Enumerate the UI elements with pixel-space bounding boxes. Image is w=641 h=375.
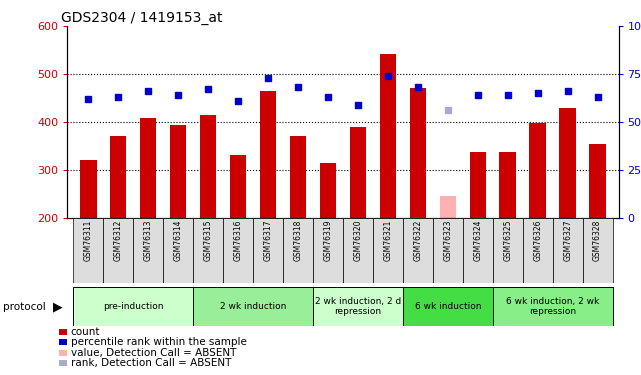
Bar bbox=[410, 88, 426, 218]
Text: 6 wk induction, 2 wk
repression: 6 wk induction, 2 wk repression bbox=[506, 297, 599, 316]
Bar bbox=[583, 217, 613, 283]
Text: GSM76322: GSM76322 bbox=[413, 219, 422, 261]
Text: GSM76327: GSM76327 bbox=[563, 219, 572, 261]
Text: 2 wk induction: 2 wk induction bbox=[220, 302, 287, 311]
Text: GSM76313: GSM76313 bbox=[144, 219, 153, 261]
Bar bbox=[373, 217, 403, 283]
Text: GSM76325: GSM76325 bbox=[503, 219, 512, 261]
Bar bbox=[290, 136, 306, 218]
Bar bbox=[403, 287, 493, 326]
Bar bbox=[440, 195, 456, 217]
Bar bbox=[499, 152, 516, 217]
Text: 2 wk induction, 2 d
repression: 2 wk induction, 2 d repression bbox=[315, 297, 401, 316]
Bar bbox=[463, 217, 493, 283]
Text: pre-induction: pre-induction bbox=[103, 302, 163, 311]
Bar bbox=[140, 118, 156, 218]
Text: count: count bbox=[71, 327, 100, 337]
Bar bbox=[379, 54, 396, 217]
Text: value, Detection Call = ABSENT: value, Detection Call = ABSENT bbox=[71, 348, 236, 358]
Text: GDS2304 / 1419153_at: GDS2304 / 1419153_at bbox=[61, 11, 222, 25]
Bar bbox=[260, 91, 276, 218]
Bar bbox=[403, 217, 433, 283]
Bar bbox=[589, 144, 606, 218]
Text: ▶: ▶ bbox=[53, 300, 62, 313]
Bar bbox=[73, 287, 193, 326]
Text: 6 wk induction: 6 wk induction bbox=[415, 302, 481, 311]
Bar bbox=[193, 287, 313, 326]
Text: GSM76311: GSM76311 bbox=[84, 219, 93, 261]
Bar bbox=[493, 217, 522, 283]
Bar bbox=[133, 217, 163, 283]
Text: GSM76328: GSM76328 bbox=[593, 219, 602, 261]
Bar bbox=[433, 217, 463, 283]
Text: GSM76319: GSM76319 bbox=[324, 219, 333, 261]
Bar bbox=[73, 217, 103, 283]
Bar bbox=[553, 217, 583, 283]
Text: GSM76316: GSM76316 bbox=[233, 219, 242, 261]
Bar bbox=[80, 160, 97, 218]
Bar bbox=[313, 217, 343, 283]
Text: rank, Detection Call = ABSENT: rank, Detection Call = ABSENT bbox=[71, 358, 231, 368]
Bar bbox=[320, 162, 336, 218]
Text: protocol: protocol bbox=[3, 302, 46, 312]
Text: GSM76320: GSM76320 bbox=[353, 219, 362, 261]
Bar bbox=[170, 125, 187, 218]
Bar bbox=[522, 217, 553, 283]
Bar bbox=[163, 217, 193, 283]
Text: GSM76317: GSM76317 bbox=[263, 219, 272, 261]
Bar bbox=[223, 217, 253, 283]
Bar bbox=[230, 155, 246, 218]
Text: GSM76314: GSM76314 bbox=[174, 219, 183, 261]
Text: GSM76315: GSM76315 bbox=[204, 219, 213, 261]
Bar bbox=[313, 287, 403, 326]
Bar bbox=[253, 217, 283, 283]
Bar bbox=[343, 217, 373, 283]
Bar bbox=[103, 217, 133, 283]
Bar bbox=[560, 108, 576, 217]
Bar bbox=[469, 152, 486, 217]
Bar bbox=[193, 217, 223, 283]
Bar bbox=[200, 115, 217, 218]
Text: percentile rank within the sample: percentile rank within the sample bbox=[71, 338, 246, 347]
Text: GSM76321: GSM76321 bbox=[383, 219, 392, 261]
Text: GSM76324: GSM76324 bbox=[473, 219, 482, 261]
Bar bbox=[493, 287, 613, 326]
Bar bbox=[350, 127, 366, 218]
Text: GSM76326: GSM76326 bbox=[533, 219, 542, 261]
Text: GSM76312: GSM76312 bbox=[113, 219, 122, 261]
Bar bbox=[529, 123, 546, 218]
Bar bbox=[110, 136, 126, 218]
Bar bbox=[283, 217, 313, 283]
Text: GSM76323: GSM76323 bbox=[444, 219, 453, 261]
Text: GSM76318: GSM76318 bbox=[294, 219, 303, 261]
